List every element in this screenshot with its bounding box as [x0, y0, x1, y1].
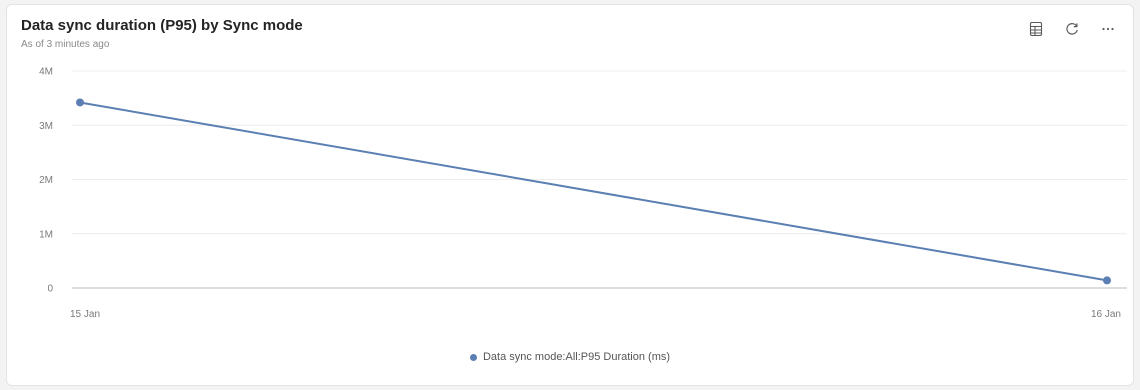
- y-tick-label: 0: [47, 284, 53, 295]
- data-point: [76, 98, 84, 107]
- legend-item[interactable]: Data sync mode:All:P95 Duration (ms): [469, 351, 671, 363]
- more-options-icon: [1100, 21, 1116, 42]
- legend-label: Data sync mode:All:P95 Duration (ms): [482, 351, 671, 363]
- chart-toolbar: [1021, 19, 1123, 43]
- legend-swatch: [469, 353, 477, 361]
- chart-subtitle: As of 3 minutes ago: [21, 39, 110, 50]
- x-axis-ticks: 15 Jan 16 Jan: [70, 309, 1121, 320]
- x-tick-label: 16 Jan: [1091, 309, 1121, 320]
- chart-legend: Data sync mode:All:P95 Duration (ms): [7, 351, 1133, 363]
- x-tick-label: 15 Jan: [70, 309, 100, 320]
- table-view-icon: [1028, 21, 1044, 42]
- data-point: [1103, 276, 1111, 285]
- grid-lines: [72, 70, 1127, 289]
- table-view-button[interactable]: [1021, 19, 1051, 43]
- y-tick-label: 3M: [39, 121, 53, 132]
- y-tick-label: 2M: [39, 175, 53, 186]
- series-line: [79, 101, 1108, 282]
- line-chart: 0 1M 2M 3M 4M 15 Jan 16 Jan: [39, 67, 1127, 320]
- refresh-icon: [1064, 21, 1080, 42]
- chart-card: 0 1M 2M 3M 4M 15 Jan 16 Jan Data sync duratio…: [6, 4, 1134, 386]
- series-layer: [76, 98, 1111, 285]
- chart-title: Data sync duration (P95) by Sync mode: [21, 17, 303, 34]
- y-axis-ticks: 0 1M 2M 3M 4M: [39, 67, 53, 295]
- more-options-button[interactable]: [1093, 19, 1123, 43]
- y-tick-label: 1M: [39, 229, 53, 240]
- refresh-button[interactable]: [1057, 19, 1087, 43]
- y-tick-label: 4M: [39, 67, 53, 78]
